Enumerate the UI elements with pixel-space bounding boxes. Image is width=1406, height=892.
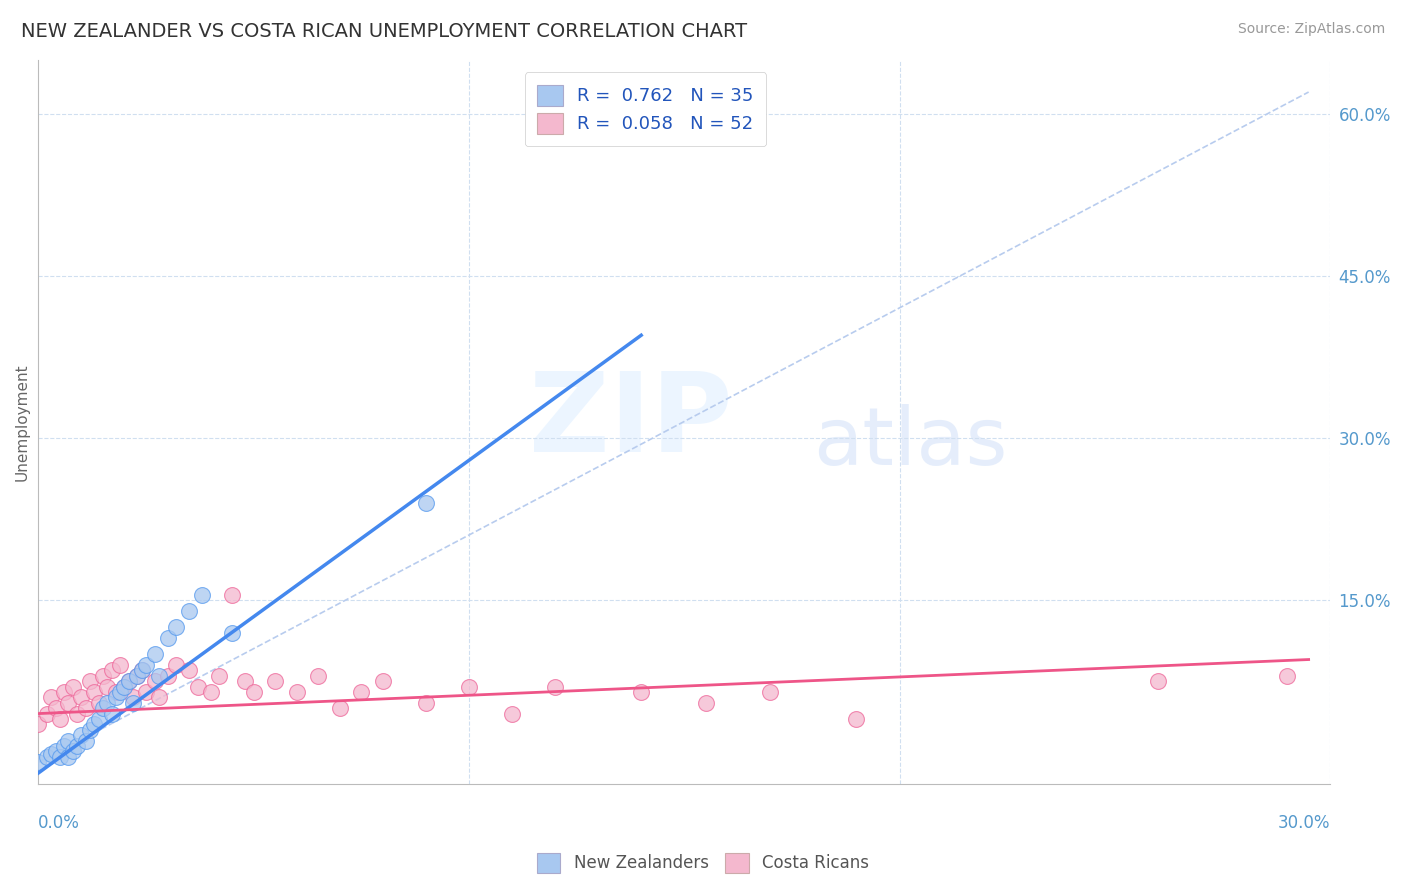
Point bbox=[544, 680, 567, 694]
Point bbox=[187, 680, 209, 694]
Point bbox=[845, 712, 868, 726]
Point bbox=[695, 696, 717, 710]
Point bbox=[221, 625, 243, 640]
Point bbox=[630, 685, 652, 699]
Point bbox=[458, 680, 481, 694]
Point bbox=[242, 685, 264, 699]
Point bbox=[45, 701, 67, 715]
Point bbox=[53, 685, 76, 699]
Point bbox=[143, 674, 166, 689]
Point bbox=[58, 749, 80, 764]
Point bbox=[165, 620, 187, 634]
Point bbox=[27, 756, 49, 770]
Point bbox=[630, 128, 652, 143]
Point bbox=[114, 680, 136, 694]
Point bbox=[1147, 674, 1170, 689]
Point bbox=[127, 669, 149, 683]
Point bbox=[104, 690, 127, 705]
Point bbox=[79, 723, 101, 737]
Y-axis label: Unemployment: Unemployment bbox=[15, 363, 30, 481]
Point bbox=[177, 664, 200, 678]
Point bbox=[131, 664, 153, 678]
Point bbox=[264, 674, 287, 689]
Legend: New Zealanders, Costa Ricans: New Zealanders, Costa Ricans bbox=[530, 847, 876, 880]
Point bbox=[70, 728, 93, 742]
Point bbox=[221, 588, 243, 602]
Text: 30.0%: 30.0% bbox=[1278, 814, 1330, 832]
Point bbox=[83, 685, 105, 699]
Point bbox=[371, 674, 394, 689]
Point bbox=[285, 685, 308, 699]
Point bbox=[58, 696, 80, 710]
Point bbox=[415, 696, 437, 710]
Text: Source: ZipAtlas.com: Source: ZipAtlas.com bbox=[1237, 22, 1385, 37]
Point bbox=[148, 669, 170, 683]
Point bbox=[39, 690, 62, 705]
Point bbox=[200, 685, 222, 699]
Text: 0.0%: 0.0% bbox=[38, 814, 80, 832]
Point bbox=[39, 747, 62, 761]
Point bbox=[58, 733, 80, 747]
Point bbox=[122, 696, 145, 710]
Point bbox=[87, 712, 110, 726]
Point bbox=[45, 744, 67, 758]
Point bbox=[156, 631, 179, 645]
Point bbox=[53, 739, 76, 753]
Point bbox=[96, 680, 118, 694]
Point bbox=[350, 685, 373, 699]
Point bbox=[75, 733, 97, 747]
Point bbox=[208, 669, 231, 683]
Point bbox=[49, 749, 72, 764]
Point bbox=[91, 701, 114, 715]
Point bbox=[131, 664, 153, 678]
Point bbox=[156, 669, 179, 683]
Point bbox=[118, 674, 141, 689]
Point bbox=[148, 690, 170, 705]
Point bbox=[118, 674, 141, 689]
Point bbox=[35, 706, 58, 721]
Point bbox=[66, 739, 89, 753]
Point bbox=[35, 749, 58, 764]
Point bbox=[177, 604, 200, 618]
Point bbox=[233, 674, 256, 689]
Point bbox=[70, 690, 93, 705]
Point bbox=[114, 680, 136, 694]
Point bbox=[501, 706, 523, 721]
Point bbox=[96, 696, 118, 710]
Point bbox=[329, 701, 352, 715]
Point bbox=[66, 706, 89, 721]
Point bbox=[108, 685, 131, 699]
Point bbox=[79, 674, 101, 689]
Point bbox=[415, 496, 437, 510]
Point bbox=[143, 647, 166, 661]
Point bbox=[100, 706, 122, 721]
Point bbox=[165, 657, 187, 672]
Point bbox=[759, 685, 782, 699]
Point bbox=[75, 701, 97, 715]
Text: NEW ZEALANDER VS COSTA RICAN UNEMPLOYMENT CORRELATION CHART: NEW ZEALANDER VS COSTA RICAN UNEMPLOYMEN… bbox=[21, 22, 747, 41]
Point bbox=[62, 744, 84, 758]
Legend: R =  0.762   N = 35, R =  0.058   N = 52: R = 0.762 N = 35, R = 0.058 N = 52 bbox=[524, 72, 766, 146]
Point bbox=[87, 696, 110, 710]
Text: atlas: atlas bbox=[814, 404, 1008, 483]
Point bbox=[135, 657, 157, 672]
Point bbox=[100, 664, 122, 678]
Point bbox=[1275, 669, 1298, 683]
Text: ZIP: ZIP bbox=[529, 368, 733, 475]
Point bbox=[127, 669, 149, 683]
Point bbox=[62, 680, 84, 694]
Point bbox=[83, 717, 105, 731]
Point bbox=[108, 657, 131, 672]
Point bbox=[49, 712, 72, 726]
Point bbox=[191, 588, 214, 602]
Point bbox=[104, 685, 127, 699]
Point bbox=[91, 669, 114, 683]
Point bbox=[27, 717, 49, 731]
Point bbox=[122, 690, 145, 705]
Point bbox=[135, 685, 157, 699]
Point bbox=[307, 669, 329, 683]
